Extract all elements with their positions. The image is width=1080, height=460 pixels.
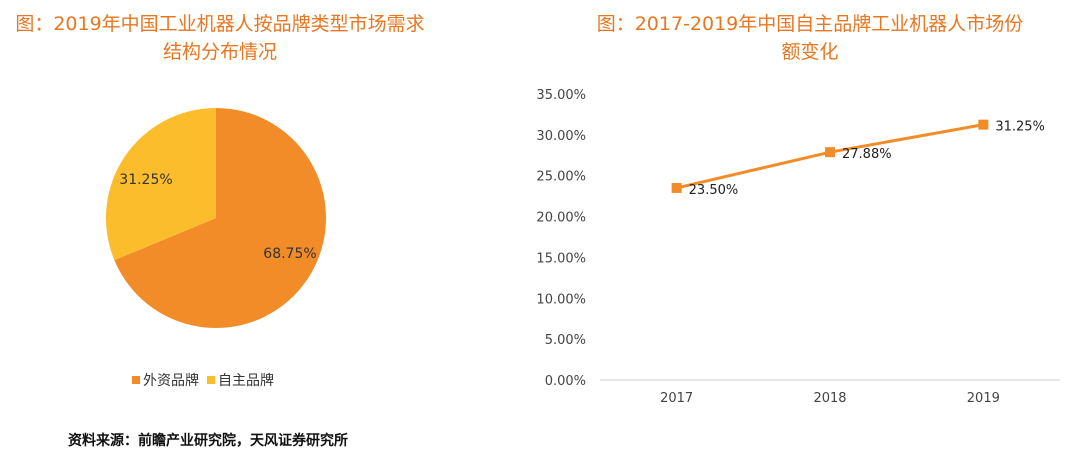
pie-chart-panel: 图：2019年中国工业机器人按品牌类型市场需求 结构分布情况 68.75% 31.… [0,0,440,420]
y-tick-label: 5.00% [545,333,586,348]
pie-title-line1: 图：2019年中国工业机器人按品牌类型市场需求 [15,13,425,35]
pie-data-label-0: 68.75% [263,246,316,262]
line-chart-title: 图：2017-2019年中国自主品牌工业机器人市场份 额变化 [540,10,1080,66]
pie-chart-title: 图：2019年中国工业机器人按品牌类型市场需求 结构分布情况 [0,10,440,66]
pie-title-line2: 结构分布情况 [162,41,277,63]
x-tick-label: 2018 [813,391,846,406]
legend-swatch-domestic [207,376,215,384]
y-tick-label: 0.00% [545,374,586,389]
data-point-1 [825,147,835,158]
legend-label-domestic: 自主品牌 [218,373,274,389]
line-title-line2: 额变化 [781,41,839,63]
data-label-0: 23.50% [689,183,739,198]
y-tick-label: 20.00% [536,211,586,226]
y-tick-label: 15.00% [536,251,586,266]
y-tick-label: 30.00% [536,129,586,144]
data-point-2 [978,119,989,130]
legend-label-foreign: 外资品牌 [143,373,199,389]
pie-slice-0 [114,108,326,328]
y-tick-label: 35.00% [536,88,586,103]
legend-swatch-foreign [132,376,140,384]
line-title-line1: 图：2017-2019年中国自主品牌工业机器人市场份 [596,13,1024,35]
legend-item-domestic: 自主品牌 [207,370,274,390]
pie-slice-1 [106,108,216,261]
line-chart: 0.00% 5.00% 10.00% 15.00% 20.00% 25.00% 30.00%… [536,88,1060,406]
source-note: 资料来源：前瞻产业研究院，天风证券研究所 [68,433,348,449]
pie-data-label-1: 31.25% [119,172,172,188]
y-tick-label: 10.00% [536,292,586,307]
x-tick-label: 2017 [660,391,693,406]
x-tick-label: 2019 [967,391,1000,406]
data-point-0 [671,182,682,193]
pie-legend: 外资品牌 自主品牌 [132,370,274,390]
legend-item-foreign: 外资品牌 [132,370,199,390]
line-chart-panel: 图：2017-2019年中国自主品牌工业机器人市场份 额变化 0.00% 5.00… [500,0,1080,420]
data-label-1: 27.88% [842,147,892,162]
y-tick-label: 25.00% [536,170,586,185]
data-label-2: 31.25% [995,120,1045,135]
pie-chart: 68.75% 31.25% [106,108,326,328]
